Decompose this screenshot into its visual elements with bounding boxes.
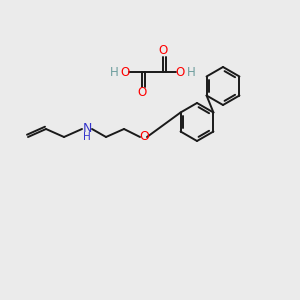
Text: H: H	[83, 132, 91, 142]
Text: O: O	[137, 86, 147, 100]
Text: O: O	[120, 65, 130, 79]
Text: H: H	[187, 65, 195, 79]
Text: N: N	[82, 122, 92, 136]
Text: O: O	[176, 65, 184, 79]
Text: H: H	[110, 65, 118, 79]
Text: O: O	[158, 44, 168, 58]
Text: O: O	[139, 130, 149, 143]
